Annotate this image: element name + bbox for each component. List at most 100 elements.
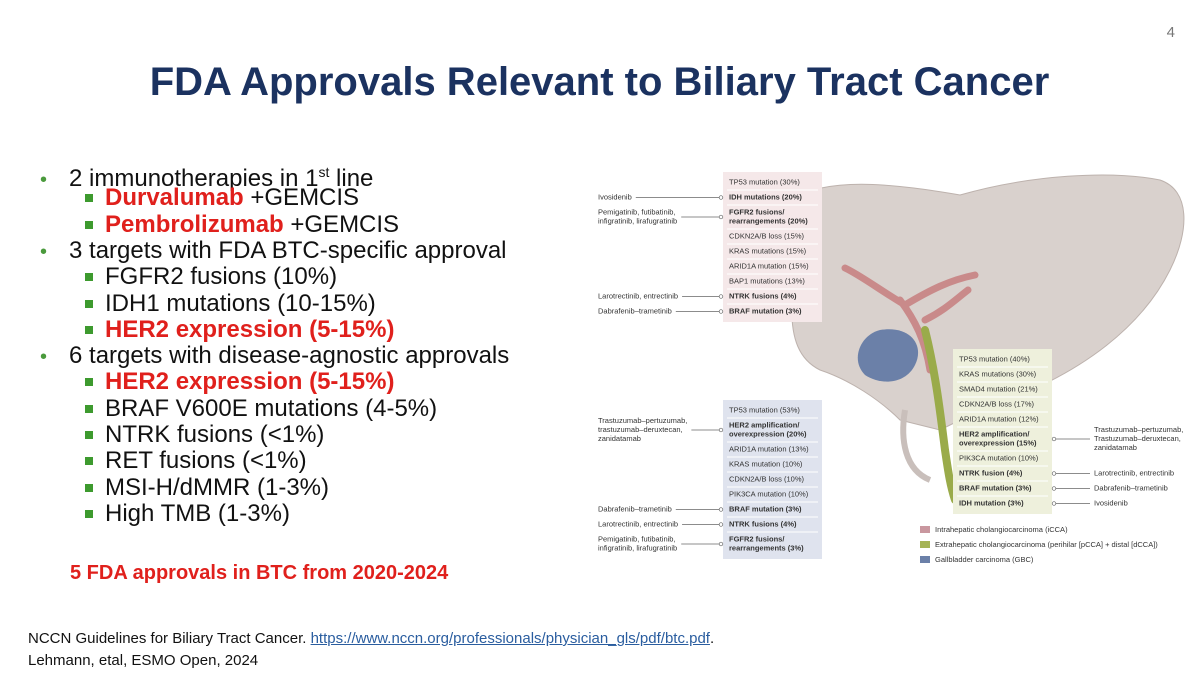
- drug-label: zanidatamab: [598, 434, 641, 443]
- sub-bullet: HER2 expression (5-15%): [85, 315, 395, 343]
- marker-label: ARID1A mutation (12%): [959, 414, 1039, 423]
- marker-label: rearrangements (20%): [729, 216, 808, 225]
- connector-dot: [718, 214, 724, 220]
- connector-dot: [718, 309, 724, 314]
- marker-label: SMAD4 mutation (21%): [959, 384, 1038, 393]
- drug-label: Dabrafenib–trametinib: [598, 504, 672, 513]
- connector-dot: [1051, 486, 1057, 491]
- legend-label: Intrahepatic cholangiocarcinoma (iCCA): [935, 525, 1068, 534]
- drug-label: Pemigatinib, futibatinib,: [598, 534, 676, 543]
- connector-dot: [1051, 471, 1057, 476]
- connector-dot: [718, 294, 724, 299]
- sub-bullet-marker: [85, 404, 93, 413]
- bullet-text: 3 targets with FDA BTC-specific approval: [69, 236, 507, 264]
- bullet-marker: •: [40, 240, 48, 263]
- intrahepatic-ducts: [841, 264, 979, 374]
- marker-label: overexpression (15%): [959, 438, 1037, 447]
- marker-label: HER2 amplification/: [959, 429, 1030, 438]
- bullet-marker: •: [40, 346, 48, 369]
- sub-bullet-marker: [85, 457, 93, 466]
- sub-bullet-text: High TMB (1-3%): [105, 499, 290, 527]
- legend-label: Extrahepatic cholangiocarcinoma (perihil…: [935, 540, 1158, 549]
- marker-label: TP53 mutation (30%): [729, 177, 800, 186]
- sub-bullet-text: +GEMCIS: [283, 210, 400, 238]
- marker-label: IDH mutation (3%): [959, 498, 1024, 507]
- marker-label: BAP1 mutations (13%): [729, 276, 805, 285]
- marker-label: NTRK fusions (4%): [729, 519, 797, 528]
- extrahepatic-duct: [921, 326, 959, 504]
- marker-box: [953, 349, 1052, 514]
- connector-dot: [1051, 436, 1057, 442]
- sub-bullet-marker: [85, 483, 93, 492]
- drug-label: infigratinib, lirafugratinib: [598, 216, 677, 225]
- duodenum: [900, 409, 932, 483]
- marker-label: TP53 mutation (40%): [959, 354, 1030, 363]
- highlight-text: Durvalumab: [105, 184, 244, 212]
- sub-bullet: RET fusions (<1%): [85, 448, 307, 474]
- connector-dot: [718, 522, 724, 527]
- marker-label: rearrangements (3%): [729, 543, 804, 552]
- reference-text: NCCN Guidelines for Biliary Tract Cancer…: [28, 630, 311, 647]
- reference-text: .: [709, 630, 715, 647]
- bullet-marker: •: [40, 169, 48, 191]
- drug-label: Trastuzumab–pertuzumab,: [598, 416, 687, 425]
- connector-dot: [1051, 501, 1057, 506]
- drug-label: Trastuzumab–deruxtecan,: [1094, 434, 1181, 443]
- bullet-text: 2 immunotherapies in 1: [69, 165, 319, 192]
- reference-link[interactable]: https://www.nccn.org/professionals/physi…: [310, 630, 710, 647]
- highlight-text: HER2 expression (5-15%): [105, 368, 395, 396]
- bullet-text: line: [329, 165, 374, 192]
- sub-bullet-marker: [85, 194, 93, 203]
- marker-label: NTRK fusions (4%): [729, 291, 797, 300]
- marker-label: CDKN2A/B loss (10%): [729, 474, 805, 483]
- sub-bullet-text: BRAF V600E mutations (4-5%): [105, 394, 438, 422]
- sub-bullet: High TMB (1-3%): [85, 499, 290, 527]
- drug-label: zanidatamab: [1094, 443, 1137, 452]
- bullet-superscript: st: [318, 164, 330, 180]
- sub-bullet-marker: [85, 431, 93, 439]
- sub-bullet-marker: [85, 273, 93, 282]
- legend-swatch: [920, 541, 930, 548]
- page-number: 4: [1166, 24, 1175, 41]
- marker-label: KRAS mutation (10%): [729, 459, 803, 468]
- marker-label: NTRK fusion (4%): [959, 468, 1023, 477]
- drug-label: Pemigatinib, futibatinib,: [598, 207, 676, 216]
- marker-label: HER2 amplification/: [729, 420, 800, 429]
- sub-bullet-marker: [85, 325, 93, 334]
- sub-bullet-text: MSI-H/dMMR (1-3%): [105, 473, 330, 501]
- sub-bullet: HER2 expression (5-15%): [85, 369, 394, 395]
- drug-label: Larotrectinib, entrectinib: [598, 519, 678, 528]
- bullet: • 2 immunotherapies in 1st line: [40, 159, 373, 193]
- marker-label: CDKN2A/B loss (17%): [959, 399, 1035, 408]
- highlight-text: HER2 expression (5-15%): [105, 315, 395, 343]
- drug-label: trastuzumab–deruxtecan,: [598, 425, 683, 434]
- sub-bullet-text: NTRK fusions (<1%): [105, 421, 325, 448]
- marker-label: PIK3CA mutation (10%): [729, 489, 809, 498]
- drug-label: Dabrafenib–trametinib: [1094, 483, 1168, 492]
- sub-bullet-text: FGFR2 fusions (10%): [105, 263, 338, 291]
- sub-bullet: IDH1 mutations (10-15%): [85, 289, 376, 317]
- sub-bullet-marker: [85, 509, 93, 518]
- legend-swatch: [920, 526, 930, 533]
- marker-label: BRAF mutation (3%): [729, 504, 802, 513]
- reference: Lehmann, etal, ESMO Open, 2024: [28, 652, 258, 669]
- legend-swatch: [920, 556, 930, 563]
- connector-dot: [718, 427, 724, 433]
- sub-bullet-marker: [85, 299, 93, 308]
- drug-label: infigratinib, lirafugratinib: [598, 543, 677, 552]
- highlight-text: Pembrolizumab: [105, 210, 284, 238]
- sub-bullet: MSI-H/dMMR (1-3%): [85, 473, 330, 501]
- reference: NCCN Guidelines for Biliary Tract Cancer…: [28, 630, 714, 647]
- marker-box: [723, 172, 822, 322]
- marker-label: overexpression (20%): [729, 429, 807, 438]
- drug-label: Ivosidenib: [1094, 498, 1128, 507]
- sub-bullet: Pembrolizumab +GEMCIS: [85, 210, 400, 238]
- drug-label: Larotrectinib, entrectinib: [598, 291, 678, 300]
- sub-bullet-text: IDH1 mutations (10-15%): [105, 289, 376, 317]
- sub-bullet-text: +GEMCIS: [243, 184, 360, 212]
- marker-label: BRAF mutation (3%): [729, 306, 802, 315]
- marker-label: KRAS mutations (30%): [959, 369, 1037, 378]
- sub-bullet: FGFR2 fusions (10%): [85, 264, 337, 290]
